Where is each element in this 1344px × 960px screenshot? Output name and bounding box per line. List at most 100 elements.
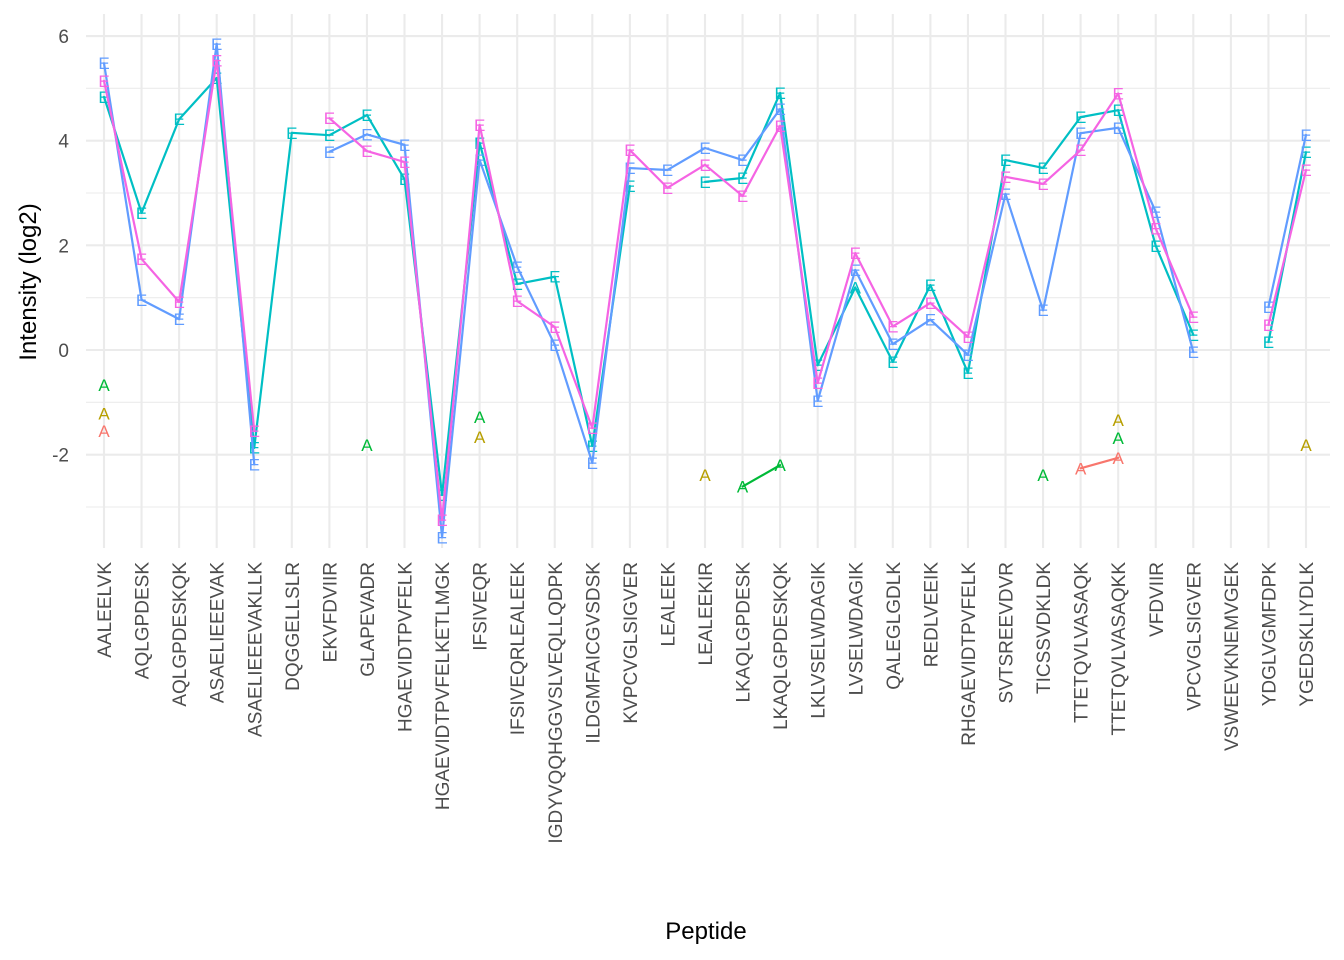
x-tick-label: LVSELWDAGIK <box>846 562 867 696</box>
x-tick-label: LKLVSELWDAGIK <box>809 562 830 719</box>
y-tick-label: 6 <box>58 27 69 48</box>
data-point-olive: A <box>98 404 110 423</box>
data-point-pink: E <box>774 117 785 136</box>
data-point-pink: E <box>512 292 523 311</box>
data-point-blue: E <box>324 143 335 162</box>
series-line-segment <box>741 464 782 488</box>
series-line-segment <box>591 148 631 430</box>
series-line-segment <box>102 95 143 214</box>
series-line-segment <box>440 158 481 539</box>
data-point-teal: E <box>1037 159 1048 178</box>
series-line-segment <box>741 107 782 162</box>
data-point-teal: E <box>624 177 635 196</box>
data-point-blue: E <box>436 528 447 547</box>
x-tick-label: AQLGPDESKQK <box>170 562 191 707</box>
data-point-green: A <box>361 436 373 455</box>
data-point-pink: E <box>173 293 184 312</box>
data-point-blue: E <box>737 151 748 170</box>
data-point-teal: E <box>812 356 823 375</box>
series-line-segment <box>703 146 744 162</box>
data-point-green: A <box>98 376 110 395</box>
data-point-pink: E <box>1150 220 1161 239</box>
series-line-segment <box>854 268 894 346</box>
series-line-segment <box>1154 227 1195 319</box>
series-line-segment <box>1267 133 1308 309</box>
x-tick-label: DQGGELLSLR <box>283 562 304 691</box>
x-tick-label: SVTSREEVDVR <box>997 562 1018 703</box>
series-line-segment <box>1041 132 1082 312</box>
x-tick-label: YDGLVGMFDPK <box>1259 562 1280 707</box>
series-olive: A A A A A <box>98 404 1312 485</box>
series-line-segment <box>553 275 594 448</box>
data-point-blue: E <box>925 311 936 330</box>
x-tick-label: LKAQLGPDESK <box>734 562 755 703</box>
data-point-red: A <box>1075 459 1087 478</box>
data-point-pink: E <box>812 374 823 393</box>
data-point-teal: E <box>1150 237 1161 256</box>
data-point-blue: E <box>774 100 785 119</box>
data-point-blue: E <box>1300 126 1311 145</box>
series-line-segment <box>440 123 481 522</box>
data-point-teal: E <box>474 134 485 153</box>
data-point-green: A <box>737 478 749 497</box>
data-point-pink: E <box>1188 308 1199 327</box>
data-point-blue: E <box>474 151 485 170</box>
series-line-segment <box>966 158 1007 374</box>
series-line-segment <box>1041 149 1082 185</box>
series-line-segment <box>854 286 894 364</box>
series-line-segment <box>741 124 782 198</box>
series-line-segment <box>1079 92 1120 152</box>
x-tick-label: KVPCVGLSIGVER <box>621 562 642 724</box>
data-point-pink: E <box>1075 141 1086 160</box>
series-line-segment <box>140 118 181 214</box>
x-tick-label: HGAEVIDTPVFELK <box>396 562 417 732</box>
data-point-pink: E <box>436 511 447 530</box>
series-line-segment <box>816 252 857 385</box>
y-tick-label: 0 <box>58 341 69 362</box>
series-line-segment <box>365 113 406 181</box>
series-line-segment <box>779 124 819 385</box>
data-point-pink: E <box>925 294 936 313</box>
data-point-pink: E <box>136 250 147 269</box>
data-point-pink: E <box>662 179 673 198</box>
series-line-segment <box>1004 158 1045 169</box>
data-point-olive: A <box>1300 436 1312 455</box>
series-line-segment <box>140 298 181 321</box>
x-tick-label: TICSSVDKLDK <box>1034 562 1055 694</box>
x-tick-label: ASAELIEEEVAK <box>208 562 229 703</box>
series-line-segment <box>929 318 970 356</box>
series-line-segment <box>365 133 406 146</box>
series-line-segment <box>891 284 932 364</box>
data-point-green: A <box>1113 429 1125 448</box>
y-tick-label: -2 <box>52 446 69 467</box>
series-line-segment <box>1117 109 1157 247</box>
data-point-blue: E <box>850 261 861 280</box>
series-line-segment <box>516 265 556 346</box>
data-point-teal: E <box>286 124 297 143</box>
data-point-blue: E <box>361 125 372 144</box>
data-point-teal: E <box>211 69 222 88</box>
data-point-pink: E <box>887 317 898 336</box>
x-tick-label: IFSIVEQRLEALEEK <box>508 562 529 736</box>
data-point-blue: E <box>173 310 184 329</box>
series-line-segment <box>1079 109 1120 119</box>
series-line-segment <box>1154 244 1195 336</box>
data-point-teal: E <box>324 126 335 145</box>
x-tick-label: YGEDSKLIYDLK <box>1297 562 1318 707</box>
x-tick-label: LEALEEKIR <box>696 562 717 666</box>
x-tick-label: LEALEEK <box>658 562 679 647</box>
data-point-blue: E <box>887 335 898 354</box>
data-point-teal: E <box>512 275 523 294</box>
data-point-blue: E <box>136 291 147 310</box>
series-line-segment <box>628 148 669 189</box>
data-point-teal: E <box>1300 143 1311 162</box>
data-point-blue: E <box>1037 301 1048 320</box>
x-tick-label: ASAELIEEEVAKLLK <box>245 562 266 737</box>
data-point-green: A <box>774 456 786 475</box>
data-point-teal: E <box>737 169 748 188</box>
x-tick-label: TTETQVLVASAQKK <box>1109 562 1130 736</box>
x-tick-label: IFSIVEQR <box>471 562 492 651</box>
series-line-segment <box>891 301 932 328</box>
series-line-segment <box>666 163 707 189</box>
